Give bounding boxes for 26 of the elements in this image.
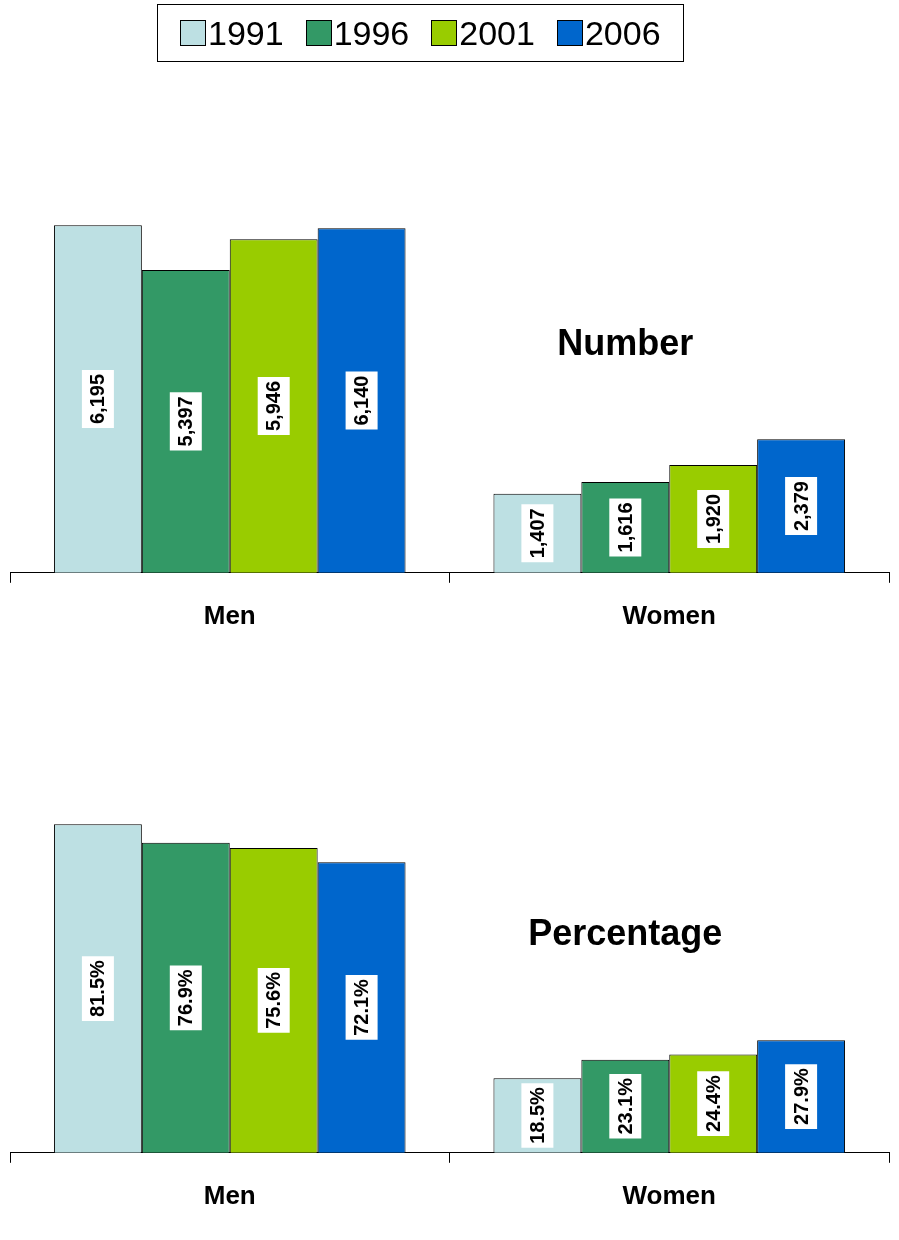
- x-tick-label: Women: [622, 599, 716, 630]
- legend-label: 2001: [459, 13, 535, 53]
- x-tick-label: Men: [203, 599, 256, 630]
- data-label: 24.4%: [701, 1075, 724, 1132]
- legend-label: 2006: [584, 13, 661, 53]
- data-label: 75.6%: [262, 971, 285, 1029]
- data-label: 1,616: [613, 502, 636, 553]
- data-label: 2,379: [789, 481, 812, 532]
- data-label: 1,920: [701, 493, 724, 544]
- data-label: 27.9%: [789, 1068, 812, 1125]
- data-label: 6,195: [86, 373, 109, 425]
- data-label: 72.1%: [350, 978, 373, 1036]
- legend-label: 1991: [208, 13, 284, 53]
- data-label: 81.5%: [86, 959, 109, 1017]
- data-label: 76.9%: [174, 969, 197, 1027]
- text: Percentage: [528, 911, 723, 953]
- text: Number: [557, 321, 694, 363]
- data-label: 1,407: [525, 508, 548, 559]
- x-tick-label: Men: [203, 1179, 256, 1210]
- data-label: 18.5%: [525, 1086, 548, 1144]
- data-label: 6,140: [350, 375, 373, 426]
- legend-label: 1996: [333, 13, 410, 53]
- data-label: 23.1%: [613, 1077, 636, 1135]
- data-label: 5,946: [262, 380, 285, 431]
- data-label: 5,397: [174, 396, 197, 447]
- x-tick-label: Women: [622, 1179, 716, 1210]
